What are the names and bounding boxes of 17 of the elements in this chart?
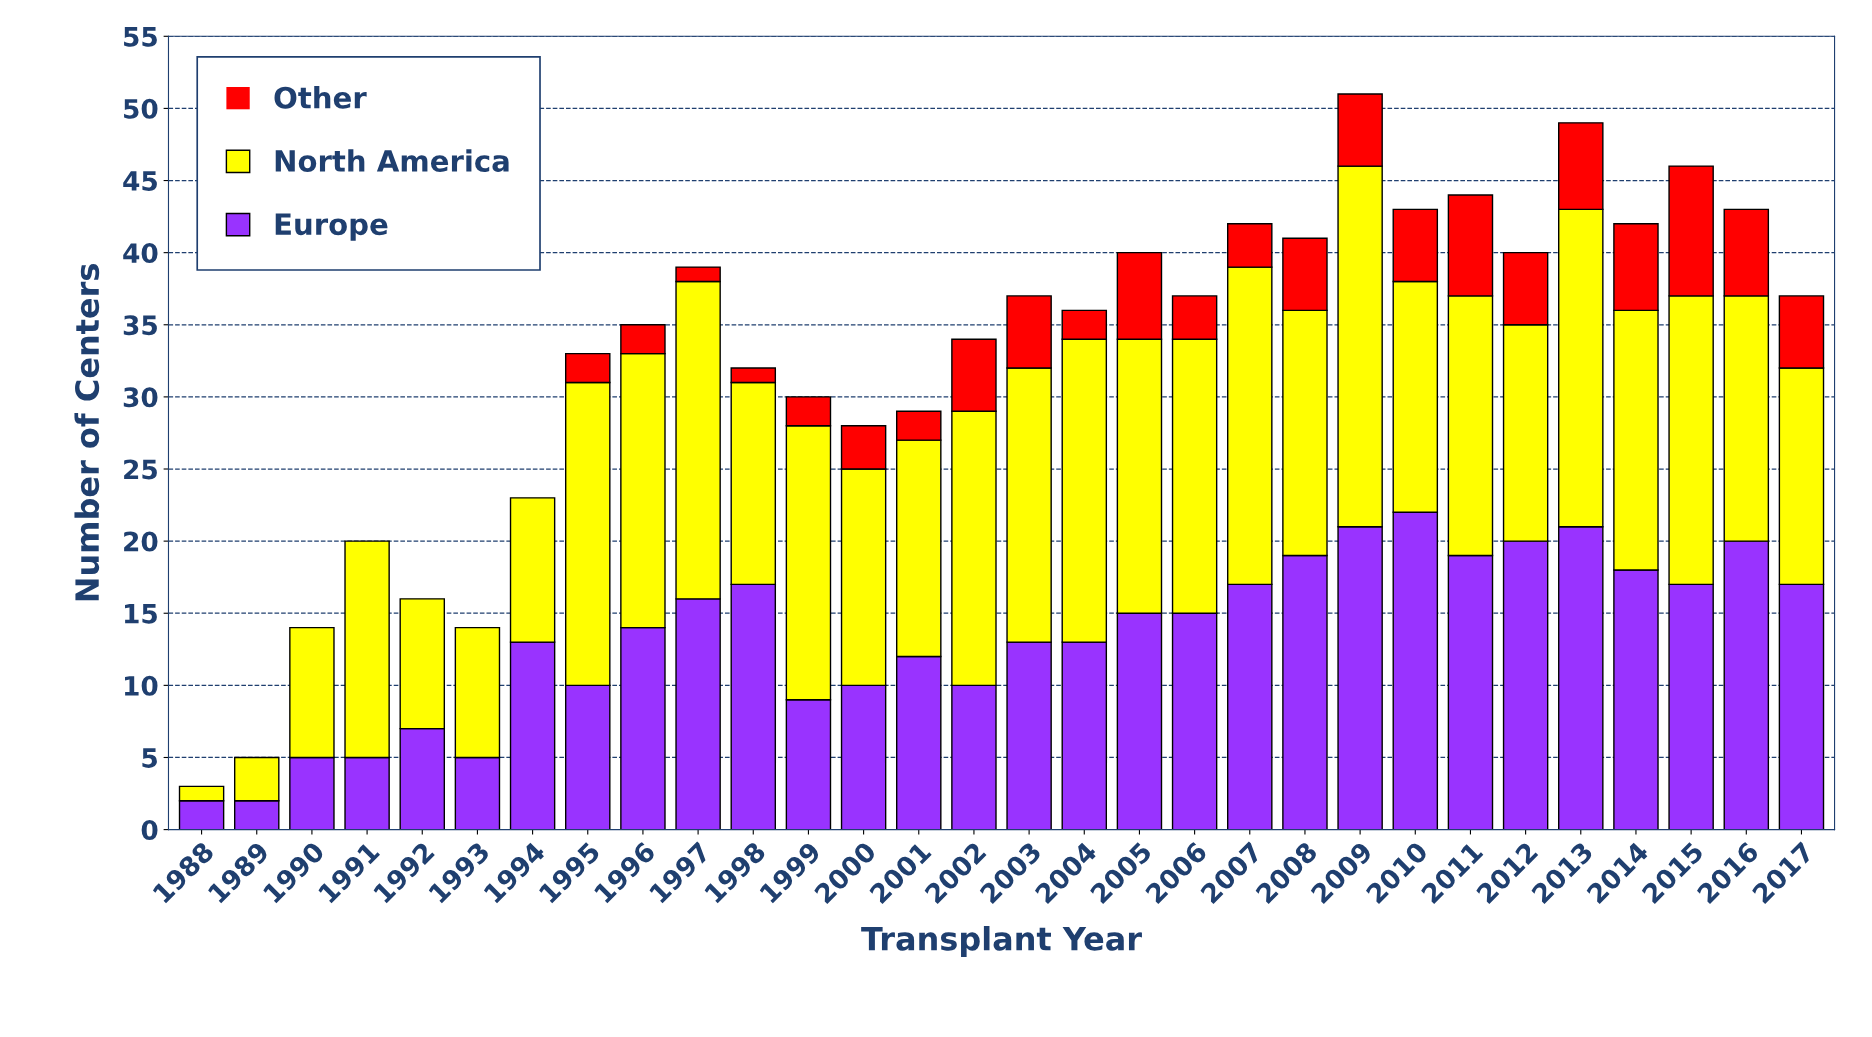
- y-tick-label: 10: [125, 675, 158, 696]
- y-tick-label: 55: [124, 27, 157, 47]
- legend-label: Europe: [275, 213, 388, 241]
- y-tick-label: 35: [123, 315, 157, 336]
- y-tick-label: 20: [124, 531, 158, 552]
- y-tick-label: 45: [123, 171, 157, 191]
- y-tick-label: 15: [125, 604, 157, 624]
- y-tick-label: 30: [123, 387, 158, 408]
- y-tick-label: 25: [124, 459, 157, 480]
- y-tick-label: 50: [124, 98, 158, 119]
- y-tick-label: 5: [142, 748, 157, 768]
- x-axis-title: Transplant Year: [861, 925, 1142, 957]
- y-tick-label: 0: [141, 820, 158, 840]
- legend-label: North America: [275, 149, 509, 172]
- y-tick-label: 40: [123, 243, 158, 264]
- y-axis-title: Number of Centers: [74, 264, 100, 601]
- legend-label: Other: [274, 86, 367, 109]
